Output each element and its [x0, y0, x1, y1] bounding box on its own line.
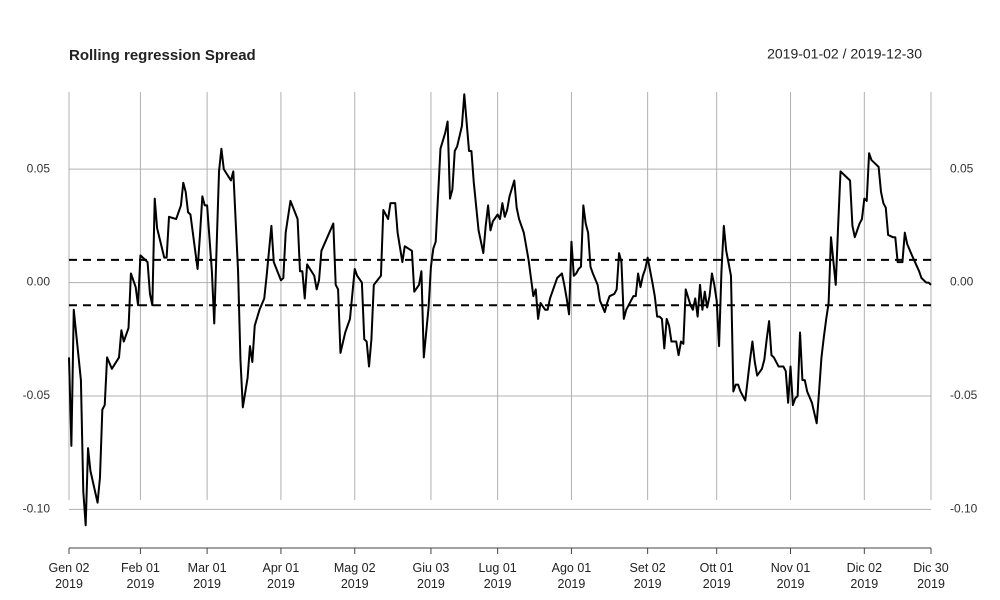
y-tick-label: -0.10	[23, 502, 51, 516]
x-tick-label: Dic 30 2019	[913, 561, 949, 591]
x-tick-label: Ago 01 2019	[551, 561, 592, 591]
y-tick-label: 0.05	[27, 161, 51, 175]
y-tick-label-right: -0.05	[950, 388, 978, 402]
data-line	[68, 93, 932, 527]
y-tick-label-right: 0.00	[950, 275, 974, 289]
x-tick-label: Feb 01 2019	[120, 561, 160, 591]
x-tick-label: Gen 02 2019	[48, 561, 90, 591]
x-tick-label: Giu 03 2019	[412, 561, 450, 591]
x-tick-label: Dic 02 2019	[846, 561, 883, 591]
x-tick-label: Apr 01 2019	[262, 561, 300, 591]
y-tick-label: -0.05	[23, 388, 51, 402]
x-tick-label: Set 02 2019	[629, 561, 666, 591]
x-tick-label: Mag 02 2019	[333, 561, 376, 591]
x-tick-label: Lug 01 2019	[478, 561, 517, 591]
y-tick-label: 0.00	[27, 275, 51, 289]
x-tick-label: Ott 01 2019	[699, 561, 734, 591]
x-tick-label: Mar 01 2019	[187, 561, 227, 591]
date-range: 2019-01-02 / 2019-12-30	[767, 46, 922, 62]
chart-title: Rolling regression Spread	[69, 47, 256, 64]
y-tick-label-right: 0.05	[950, 161, 974, 175]
y-tick-label-right: -0.10	[950, 502, 978, 516]
x-tick-label: Nov 01 2019	[770, 561, 811, 591]
